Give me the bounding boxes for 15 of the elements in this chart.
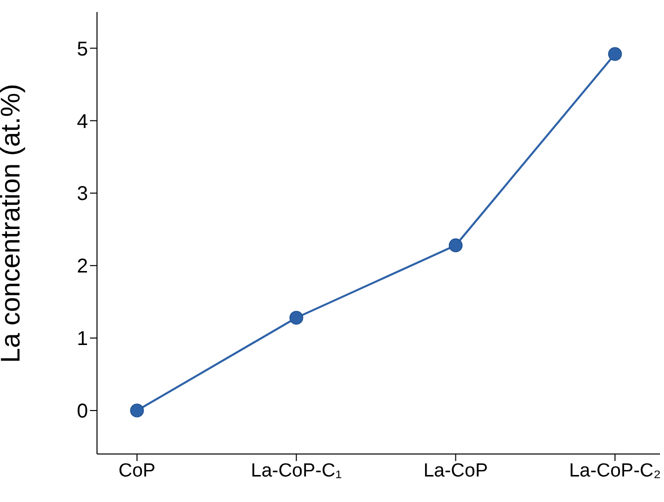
point — [289, 310, 304, 325]
y-tick-label: 2 — [76, 256, 88, 278]
x-tick-label: La-CoP-C₁ — [250, 460, 342, 482]
y-tick-label: 3 — [76, 183, 88, 206]
y-tick-label: 4 — [76, 110, 88, 133]
y-tick-label: 0 — [76, 400, 88, 423]
x-tick-label: La-CoP-C₂ — [569, 460, 661, 482]
x-tick-label: La-CoP — [423, 460, 488, 482]
y-tick-label: 1 — [76, 328, 88, 350]
point — [448, 238, 463, 252]
y-tick-label: 5 — [76, 38, 88, 60]
point — [608, 47, 622, 61]
point — [130, 404, 144, 418]
x-tick-label: CoP — [118, 460, 156, 482]
y-axis-title: La concentration (at.%) — [0, 84, 26, 363]
